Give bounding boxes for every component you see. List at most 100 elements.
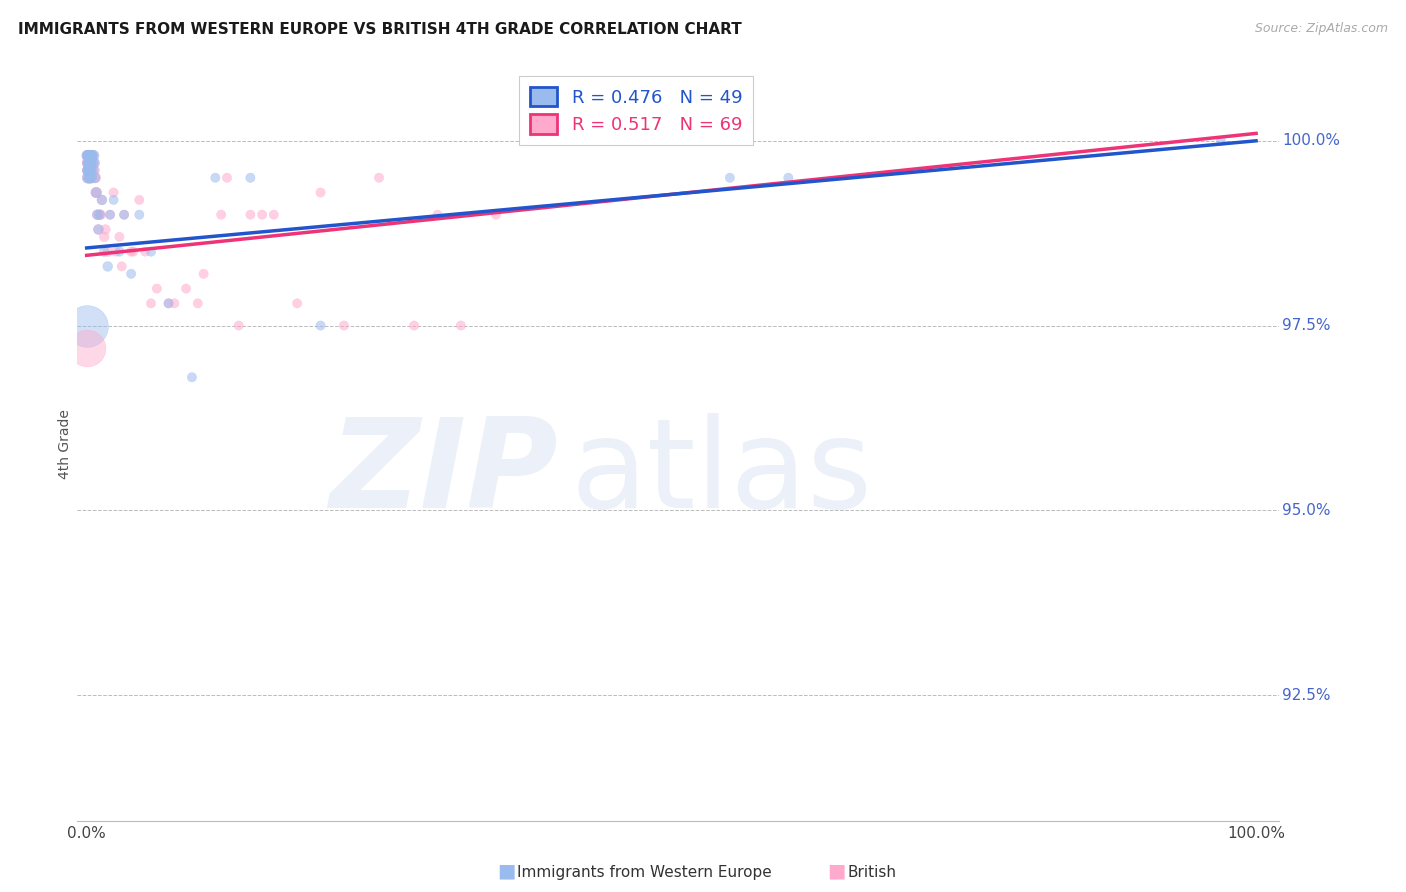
Point — [77, 163, 100, 178]
Point — [76, 156, 98, 170]
Point — [79, 156, 101, 170]
Point — [1209, 134, 1232, 148]
Point — [450, 318, 472, 333]
Point — [263, 208, 285, 222]
Point — [157, 296, 180, 310]
Text: 97.5%: 97.5% — [1282, 318, 1330, 333]
Point — [80, 163, 103, 178]
Point — [97, 260, 120, 274]
Point — [104, 244, 127, 259]
Point — [79, 148, 101, 162]
Point — [98, 208, 121, 222]
Point — [86, 186, 108, 200]
Point — [80, 148, 103, 162]
Point — [77, 156, 100, 170]
Point — [120, 267, 142, 281]
Point — [93, 230, 115, 244]
Text: ZIP: ZIP — [329, 413, 558, 534]
Point — [209, 208, 232, 222]
Point — [239, 170, 262, 185]
Point — [82, 163, 104, 178]
Point — [90, 193, 112, 207]
Point — [97, 244, 120, 259]
Point — [79, 170, 101, 185]
Legend: R = 0.476   N = 49, R = 0.517   N = 69: R = 0.476 N = 49, R = 0.517 N = 69 — [519, 76, 754, 145]
Point — [76, 318, 98, 333]
Point — [174, 282, 197, 296]
Point — [83, 156, 105, 170]
Point — [77, 148, 100, 162]
Point — [77, 156, 100, 170]
Point — [204, 170, 226, 185]
Point — [181, 370, 204, 384]
Point — [426, 208, 449, 222]
Point — [90, 193, 112, 207]
Point — [82, 148, 104, 162]
Text: ■: ■ — [827, 862, 846, 880]
Point — [76, 170, 98, 185]
Point — [83, 170, 105, 185]
Point — [76, 341, 98, 355]
Text: Immigrants from Western Europe: Immigrants from Western Europe — [517, 865, 772, 880]
Point — [94, 222, 117, 236]
Point — [82, 163, 104, 178]
Point — [80, 148, 103, 162]
Point — [778, 170, 800, 185]
Point — [84, 170, 107, 185]
Text: ■: ■ — [496, 862, 516, 880]
Point — [718, 170, 741, 185]
Point — [368, 170, 391, 185]
Point — [76, 163, 98, 178]
Point — [79, 163, 101, 178]
Point — [79, 148, 101, 162]
Point — [83, 148, 105, 162]
Point — [122, 244, 145, 259]
Point — [309, 186, 332, 200]
Point — [239, 208, 262, 222]
Point — [87, 222, 110, 236]
Point — [228, 318, 250, 333]
Text: 100.0%: 100.0% — [1282, 133, 1340, 148]
Point — [86, 208, 108, 222]
Point — [77, 148, 100, 162]
Point — [80, 148, 103, 162]
Point — [134, 244, 156, 259]
Point — [80, 156, 103, 170]
Point — [86, 208, 108, 222]
Point — [215, 170, 238, 185]
Point — [309, 318, 332, 333]
Point — [187, 296, 209, 310]
Point — [89, 208, 111, 222]
Point — [79, 170, 101, 185]
Point — [333, 318, 356, 333]
Text: British: British — [848, 865, 897, 880]
Point — [112, 208, 135, 222]
Text: 92.5%: 92.5% — [1282, 688, 1330, 703]
Point — [80, 156, 103, 170]
Point — [77, 148, 100, 162]
Point — [87, 222, 110, 236]
Point — [80, 170, 103, 185]
Point — [80, 148, 103, 162]
Point — [83, 156, 105, 170]
Point — [77, 163, 100, 178]
Point — [139, 296, 162, 310]
Point — [146, 282, 169, 296]
Text: 95.0%: 95.0% — [1282, 503, 1330, 517]
Point — [84, 186, 107, 200]
Point — [77, 156, 100, 170]
Text: Source: ZipAtlas.com: Source: ZipAtlas.com — [1254, 22, 1388, 36]
Point — [404, 318, 426, 333]
Point — [76, 148, 98, 162]
Y-axis label: 4th Grade: 4th Grade — [58, 409, 72, 479]
Point — [84, 186, 107, 200]
Text: IMMIGRANTS FROM WESTERN EUROPE VS BRITISH 4TH GRADE CORRELATION CHART: IMMIGRANTS FROM WESTERN EUROPE VS BRITIS… — [18, 22, 742, 37]
Point — [485, 208, 508, 222]
Text: atlas: atlas — [571, 413, 872, 534]
Point — [90, 208, 112, 222]
Point — [79, 163, 101, 178]
Point — [77, 156, 100, 170]
Point — [76, 148, 98, 162]
Point — [139, 244, 162, 259]
Point — [285, 296, 308, 310]
